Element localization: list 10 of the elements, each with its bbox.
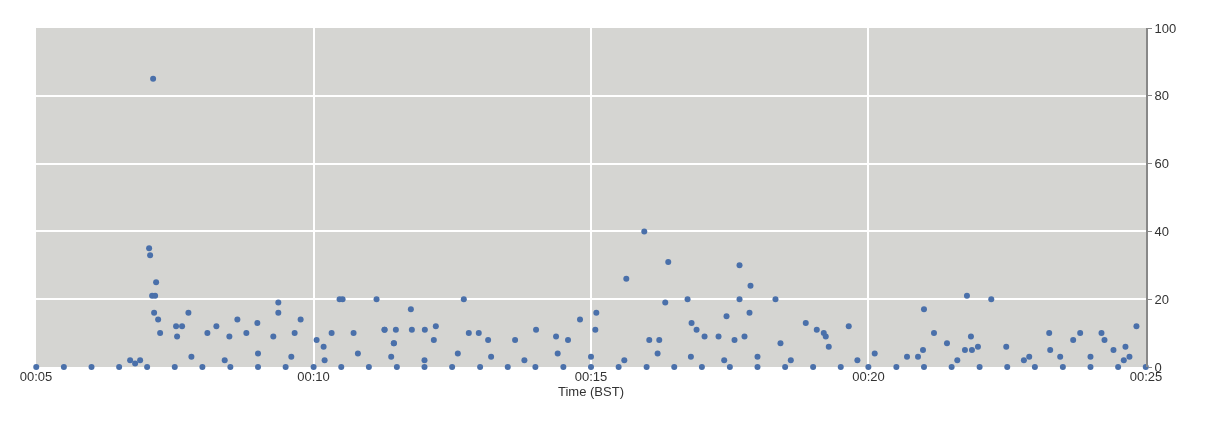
y-tick-label: 20 <box>1154 291 1170 307</box>
y-tick-label: 60 <box>1154 156 1170 172</box>
x-tick-label: 00:20 <box>852 369 885 384</box>
y-tick-label: 40 <box>1154 223 1170 239</box>
x-axis-title: Time (BST) <box>558 384 624 399</box>
x-tick-label: 00:05 <box>19 369 53 384</box>
x-tick-label: 00:10 <box>297 369 330 384</box>
x-tick-label: 00:15 <box>574 369 608 384</box>
y-tick-label: 100 <box>1154 20 1177 36</box>
y-tick-label: 80 <box>1154 88 1170 104</box>
